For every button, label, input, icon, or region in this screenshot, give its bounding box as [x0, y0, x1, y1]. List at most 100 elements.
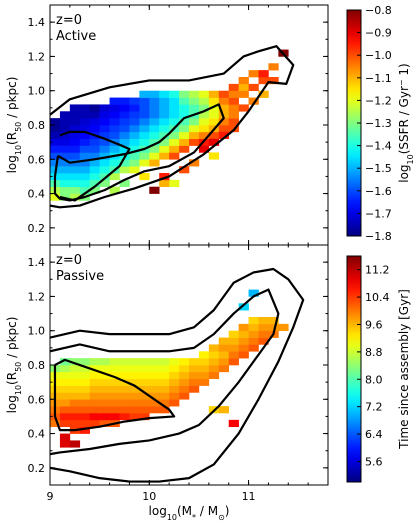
- heatmap-cell: [268, 323, 279, 332]
- heatmap-cell: [59, 371, 71, 380]
- heatmap-cell: [169, 385, 180, 393]
- heatmap-cell: [119, 145, 130, 153]
- heatmap-cell: [139, 131, 150, 140]
- heatmap-cell: [189, 104, 200, 112]
- heatmap-cell: [149, 125, 160, 133]
- heatmap-cell: [79, 138, 91, 146]
- heatmap-cell: [129, 392, 140, 400]
- heatmap-cell: [99, 371, 110, 380]
- heatmap-cell: [218, 406, 230, 414]
- heatmap-cell: [169, 104, 180, 112]
- heatmap-cell: [119, 125, 130, 133]
- heatmap-cell: [69, 125, 81, 133]
- heatmap-cell: [149, 358, 160, 366]
- heatmap-cell: [258, 77, 269, 85]
- heatmap-cell: [139, 413, 150, 421]
- heatmap-cell: [248, 289, 259, 297]
- colorbar-tick-label: 11.2: [365, 264, 390, 277]
- heatmap-cell: [69, 392, 81, 400]
- heatmap-cell: [79, 173, 91, 181]
- heatmap-cell: [50, 193, 61, 201]
- heatmap-cell: [218, 351, 230, 359]
- x-tick-label: 10: [142, 490, 156, 503]
- colorbar-tick-label: −1.0: [365, 49, 392, 62]
- heatmap-cell: [99, 365, 110, 373]
- heatmap-cell: [99, 399, 110, 407]
- heatmap-cell: [59, 166, 71, 174]
- heatmap-cell: [50, 145, 61, 153]
- heatmap-cell: [59, 358, 71, 366]
- heatmap-cell: [119, 104, 130, 112]
- heatmap-cell: [149, 111, 160, 119]
- heatmap-cell: [179, 166, 190, 174]
- colorbar-tick-label: −1.3: [365, 117, 392, 130]
- redshift-label: z=0: [56, 253, 82, 268]
- heatmap-cell: [169, 145, 180, 153]
- heatmap-cell: [258, 337, 269, 345]
- heatmap-cell: [79, 365, 91, 373]
- heatmap-cell: [119, 399, 130, 407]
- heatmap-cell: [89, 392, 100, 400]
- heatmap-cell: [79, 378, 91, 386]
- heatmap-cell: [69, 371, 81, 380]
- heatmap-cell: [248, 70, 259, 78]
- colorbar-tick-label: −1.6: [365, 185, 392, 198]
- heatmap-cell: [228, 111, 239, 119]
- heatmap-cell: [208, 111, 220, 119]
- y-tick-label: 1.2: [28, 50, 46, 63]
- heatmap-cell: [99, 131, 110, 140]
- heatmap-cell: [89, 152, 100, 160]
- heatmap-cell: [159, 399, 170, 407]
- heatmap-cell: [198, 378, 210, 386]
- heatmap-cell: [109, 413, 120, 421]
- heatmap-cell: [89, 186, 100, 194]
- heatmap-cell: [149, 186, 160, 194]
- heatmap-cell: [189, 365, 200, 373]
- heatmap-cell: [218, 104, 230, 112]
- heatmap-cell: [119, 358, 130, 366]
- heatmap-cell: [169, 111, 180, 119]
- heatmap-cell: [149, 399, 160, 407]
- heatmap-cell: [238, 337, 249, 345]
- heatmap-cell: [79, 426, 91, 434]
- heatmap-cell: [79, 186, 91, 194]
- heatmap-cell: [139, 111, 150, 119]
- heatmap-cell: [109, 371, 120, 380]
- colorbar-tick-label: −1.7: [365, 207, 392, 220]
- heatmap-cell: [129, 358, 140, 366]
- heatmap-cell: [129, 406, 140, 414]
- heatmap-cell: [69, 365, 81, 373]
- heatmap-cell: [139, 159, 150, 167]
- heatmap-cell: [218, 337, 230, 345]
- heatmap-cell: [59, 125, 71, 133]
- heatmap-cell: [109, 145, 120, 153]
- colorbar-tick-label: −1.4: [365, 140, 392, 153]
- heatmap-cell: [79, 118, 91, 126]
- heatmap-cell: [50, 138, 61, 146]
- y-tick-label: 0.2: [28, 222, 46, 235]
- heatmap-cell: [129, 413, 140, 421]
- colorbar-tick-label: −0.8: [365, 4, 392, 17]
- heatmap-cell: [59, 406, 71, 414]
- heatmap-cell: [89, 365, 100, 373]
- heatmap-cell: [198, 351, 210, 359]
- y-axis-label: log10(R50 / pkpc): [5, 317, 23, 414]
- heatmap-cell: [89, 179, 100, 188]
- heatmap-cell: [139, 173, 150, 181]
- heatmap-cell: [99, 152, 110, 160]
- heatmap-cell: [59, 378, 71, 386]
- heatmap-cell: [159, 385, 170, 393]
- heatmap-cell: [129, 111, 140, 119]
- heatmap-cell: [179, 90, 190, 98]
- heatmap-cell: [268, 317, 279, 325]
- heatmap-cell: [89, 358, 100, 366]
- heatmap-cell: [89, 111, 100, 119]
- heatmap-cell: [159, 131, 170, 140]
- heatmap-cell: [129, 166, 140, 174]
- heatmap-cell: [248, 317, 259, 325]
- heatmap-cell: [89, 138, 100, 146]
- heatmap-cell: [149, 365, 160, 373]
- heatmap-cell: [119, 385, 130, 393]
- heatmap-cell: [89, 378, 100, 386]
